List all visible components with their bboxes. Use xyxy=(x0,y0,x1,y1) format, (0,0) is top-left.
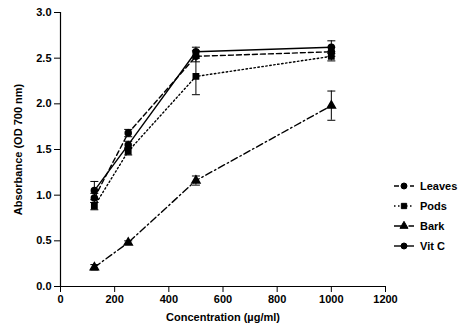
svg-text:0.5: 0.5 xyxy=(36,234,51,246)
svg-text:2.0: 2.0 xyxy=(36,97,51,109)
svg-text:3.0: 3.0 xyxy=(36,6,51,18)
svg-text:1.5: 1.5 xyxy=(36,143,51,155)
svg-text:1.0: 1.0 xyxy=(36,189,51,201)
svg-text:Bark: Bark xyxy=(420,220,445,232)
svg-text:Vit C: Vit C xyxy=(420,240,445,252)
svg-text:0: 0 xyxy=(57,293,63,305)
svg-text:2.5: 2.5 xyxy=(36,52,51,64)
svg-text:Concentration (µg/ml): Concentration (µg/ml) xyxy=(166,311,280,323)
svg-text:200: 200 xyxy=(105,293,123,305)
svg-text:600: 600 xyxy=(214,293,232,305)
svg-text:800: 800 xyxy=(268,293,286,305)
svg-text:1200: 1200 xyxy=(373,293,397,305)
svg-text:Absorbance (OD 700 nm): Absorbance (OD 700 nm) xyxy=(12,83,24,215)
svg-text:0.0: 0.0 xyxy=(36,280,51,292)
svg-text:1000: 1000 xyxy=(319,293,343,305)
svg-text:400: 400 xyxy=(160,293,178,305)
svg-text:Leaves: Leaves xyxy=(420,180,457,192)
svg-text:Pods: Pods xyxy=(420,200,447,212)
